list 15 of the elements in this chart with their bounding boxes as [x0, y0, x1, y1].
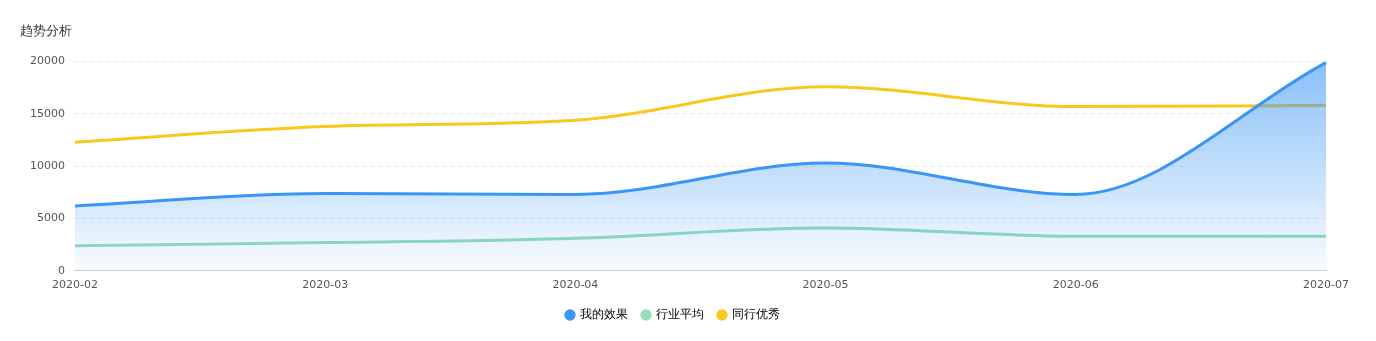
y-tick-label: 15000 — [29, 106, 65, 120]
legend-label: 行业平均 — [656, 307, 704, 322]
y-tick-label: 0 — [57, 263, 65, 277]
y-tick-label: 20000 — [29, 54, 65, 68]
legend-label: 我的效果 — [580, 307, 628, 322]
chart-title: 趋势分析 — [20, 23, 72, 39]
x-tick-label: 2020-04 — [552, 278, 599, 292]
y-tick-label: 10000 — [29, 159, 65, 173]
x-tick-label: 2020-07 — [1303, 278, 1349, 292]
legend-label: 同行优秀 — [732, 307, 780, 322]
y-tick-label: 5000 — [36, 211, 65, 225]
x-tick-label: 2020-06 — [1052, 278, 1099, 292]
x-tick-label: 2020-03 — [302, 278, 349, 292]
x-tick-label: 2020-05 — [802, 278, 849, 292]
x-tick-label: 2020-02 — [52, 278, 98, 292]
